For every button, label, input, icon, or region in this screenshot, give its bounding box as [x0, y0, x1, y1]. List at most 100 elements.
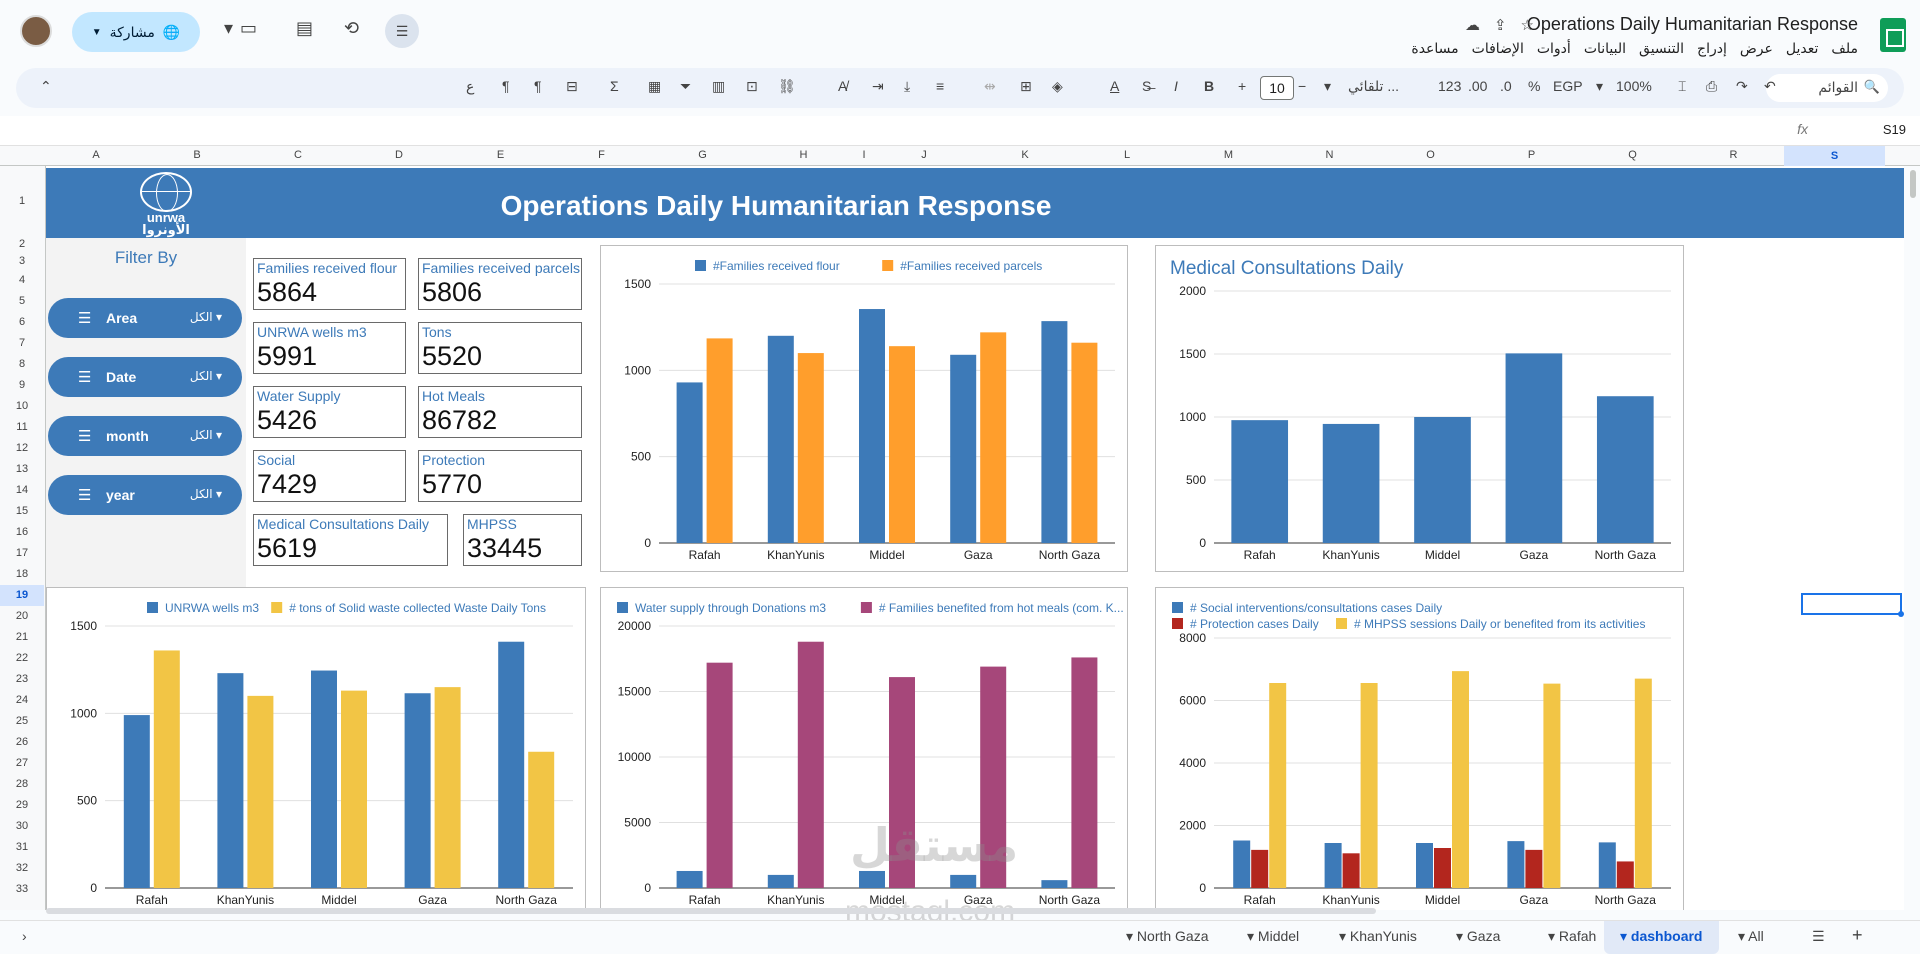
column-header[interactable]: A	[92, 149, 100, 161]
currency-button[interactable]: EGP	[1553, 78, 1583, 94]
menus-search[interactable]: القوائم 🔍	[1766, 74, 1888, 102]
kpi-protection[interactable]: Protection 5770	[418, 450, 582, 502]
row-header[interactable]: 16	[15, 526, 29, 538]
kpi-mhpss[interactable]: MHPSS 33445	[463, 514, 582, 566]
kpi-parcels[interactable]: Families received parcels 5806	[418, 258, 582, 310]
kpi-hot-meals[interactable]: Hot Meals 86782	[418, 386, 582, 438]
row-header[interactable]: 5	[18, 295, 26, 307]
row-header[interactable]: 27	[15, 757, 29, 769]
sheet-grid[interactable]: unrwa الأونروا Operations Daily Humanita…	[46, 166, 1904, 910]
increase-font-icon[interactable]: +	[1238, 78, 1247, 94]
menu-view[interactable]: عرض	[1739, 40, 1773, 56]
kpi-wells[interactable]: UNRWA wells m3 5991	[253, 322, 406, 374]
name-box[interactable]: S19	[1882, 122, 1906, 137]
row-header[interactable]: 29	[15, 799, 29, 811]
horizontal-scrollbar[interactable]	[46, 908, 1376, 914]
kpi-tons[interactable]: Tons 5520	[418, 322, 582, 374]
column-header[interactable]: Q	[1628, 149, 1637, 161]
row-header[interactable]: 2	[18, 238, 26, 250]
row-header[interactable]: 25	[15, 715, 29, 727]
menu-edit[interactable]: تعديل	[1785, 40, 1819, 56]
row-header[interactable]: 3	[18, 255, 26, 267]
chart-icon[interactable]: ▥	[712, 78, 726, 94]
column-header[interactable]: S	[1784, 146, 1885, 166]
column-header[interactable]: B	[193, 149, 201, 161]
row-header[interactable]: 7	[18, 337, 26, 349]
row-header[interactable]: 1	[18, 195, 26, 207]
all-sheets-icon[interactable]: ☰	[1812, 928, 1825, 944]
decrease-font-icon[interactable]: −	[1298, 78, 1307, 94]
column-header[interactable]: F	[598, 149, 605, 161]
menu-file[interactable]: ملف	[1831, 40, 1858, 56]
add-sheet-icon[interactable]: +	[1852, 925, 1863, 945]
fill-color-icon[interactable]: ◈	[1052, 78, 1063, 94]
borders-icon[interactable]: ⊞	[1020, 78, 1032, 94]
chevron-down-icon[interactable]: ▾	[1324, 78, 1332, 94]
row-header[interactable]: 6	[18, 316, 26, 328]
chart-social-protection-mhpss[interactable]: # Social interventions/consultations cas…	[1155, 587, 1684, 910]
horizontal-align-icon[interactable]: ≡	[936, 78, 945, 94]
column-header[interactable]: O	[1426, 149, 1435, 161]
kpi-water[interactable]: Water Supply 5426	[253, 386, 406, 438]
column-header[interactable]: P	[1527, 149, 1536, 161]
row-header[interactable]: 28	[15, 778, 29, 790]
decrease-decimal-button[interactable]: .0	[1500, 78, 1512, 94]
menu-data[interactable]: البيانات	[1583, 40, 1627, 56]
filter-area-button[interactable]: ☰ Area الكل ▾	[48, 298, 242, 338]
share-button[interactable]: ▼ مشاركة 🌐	[72, 12, 200, 52]
row-header[interactable]: 26	[15, 736, 29, 748]
text-color-button[interactable]: A	[1110, 78, 1120, 94]
row-header[interactable]: 8	[18, 358, 26, 370]
font-size-input[interactable]: 10	[1260, 76, 1294, 100]
strikethrough-icon[interactable]: S̶	[1142, 78, 1152, 94]
sheet-nav-icon[interactable]: ›	[22, 928, 27, 944]
present-icon[interactable]: ☰	[385, 14, 419, 48]
row-header[interactable]: 23	[15, 673, 29, 685]
column-header[interactable]: G	[698, 149, 707, 161]
column-header[interactable]: I	[862, 149, 866, 161]
filter-year-button[interactable]: ☰ year الكل ▾	[48, 475, 242, 515]
row-header[interactable]: 18	[15, 568, 29, 580]
column-header[interactable]: C	[294, 149, 302, 161]
bold-button[interactable]: B	[1204, 78, 1215, 94]
chart-water-hot-meals[interactable]: Water supply through Donations m3 # Famil…	[600, 587, 1128, 910]
tab-gaza[interactable]: ▾ Gaza	[1456, 928, 1501, 944]
menu-insert[interactable]: إدراج	[1697, 40, 1727, 56]
column-header[interactable]: E	[496, 149, 505, 161]
chart-flour-parcels[interactable]: #Families received flour #Families receiv…	[600, 245, 1128, 572]
tab-all[interactable]: ▾ All	[1738, 928, 1764, 944]
tab-khanyunis[interactable]: ▾ KhanYunis	[1339, 928, 1417, 944]
filter-views-icon[interactable]: ▦	[648, 78, 662, 94]
row-header[interactable]: 31	[15, 841, 29, 853]
row-header[interactable]: 30	[15, 820, 29, 832]
table-icon[interactable]: ⊟	[566, 78, 578, 94]
row-header[interactable]: 15	[15, 505, 29, 517]
document-title[interactable]: Operations Daily Humanitarian Response	[1526, 14, 1858, 34]
paint-format-icon[interactable]: ⌶	[1678, 78, 1687, 94]
menu-extensions[interactable]: الإضافات	[1471, 40, 1524, 56]
row-header[interactable]: 32	[15, 862, 29, 874]
percent-button[interactable]: %	[1528, 78, 1541, 94]
meet-dropdown-icon[interactable]: ▾	[224, 18, 234, 38]
chart-medical-consultations[interactable]: Medical Consultations Daily 0 500 1000 1500 2…	[1155, 245, 1684, 572]
history-icon[interactable]: ⟲	[344, 18, 360, 38]
menu-tools[interactable]: أدوات	[1536, 40, 1571, 56]
row-header[interactable]: 11	[16, 421, 28, 433]
cloud-saved-icon[interactable]: ☁	[1464, 17, 1494, 34]
column-header[interactable]: J	[921, 149, 927, 161]
filter-month-button[interactable]: ☰ month الكل ▾	[48, 416, 242, 456]
print-icon[interactable]: ⎙	[1706, 78, 1718, 94]
tab-middel[interactable]: ▾ Middel	[1247, 928, 1300, 944]
row-header[interactable]: 13	[15, 463, 29, 475]
merge-cells-icon[interactable]: ⇹	[984, 78, 996, 94]
redo-icon[interactable]: ↷	[1736, 78, 1748, 94]
menu-help[interactable]: مساعدة	[1411, 40, 1459, 56]
tab-dashboard[interactable]: ▾ dashboard	[1604, 921, 1719, 954]
row-header[interactable]: 10	[15, 400, 29, 412]
comment-icon[interactable]: ⊡	[746, 78, 758, 94]
ltr-icon[interactable]: ¶	[534, 78, 542, 94]
number-format-button[interactable]: 123	[1438, 78, 1462, 94]
move-icon[interactable]: ⇪	[1493, 17, 1521, 34]
filter-date-button[interactable]: ☰ Date الكل ▾	[48, 357, 242, 397]
column-header[interactable]: K	[1021, 149, 1029, 161]
